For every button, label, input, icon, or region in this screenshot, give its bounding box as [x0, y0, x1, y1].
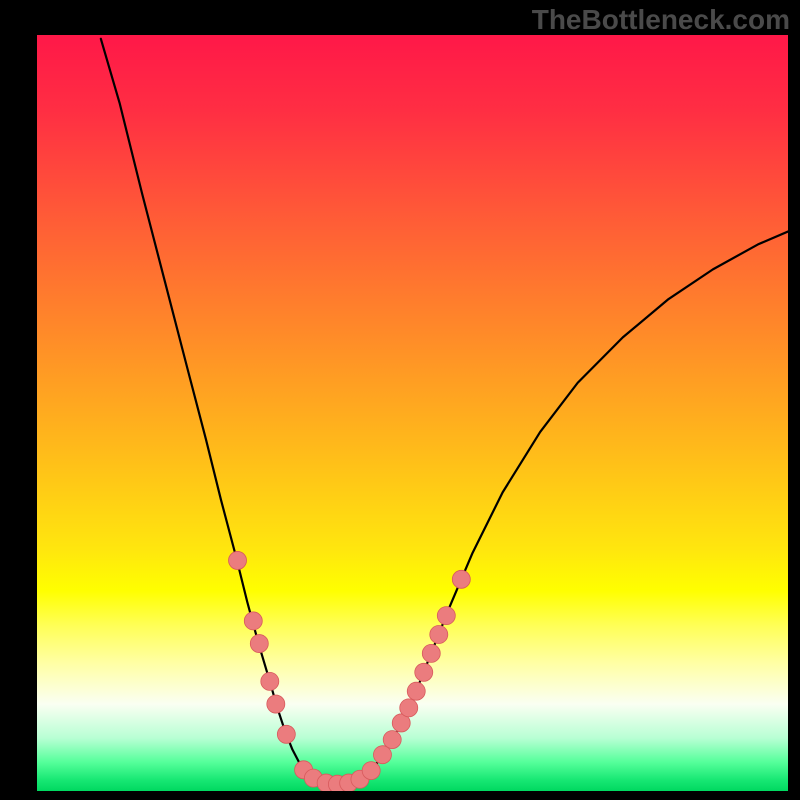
curve-marker — [407, 682, 425, 700]
gradient-background — [37, 35, 788, 791]
curve-marker — [373, 746, 391, 764]
curve-marker — [261, 672, 279, 690]
curve-marker — [415, 663, 433, 681]
curve-marker — [400, 699, 418, 717]
curve-marker — [452, 570, 470, 588]
curve-marker — [437, 607, 455, 625]
curve-marker — [277, 725, 295, 743]
curve-marker — [250, 635, 268, 653]
watermark-text: TheBottleneck.com — [532, 4, 790, 36]
curve-marker — [362, 762, 380, 780]
curve-marker — [244, 612, 262, 630]
plot-svg — [37, 35, 788, 791]
curve-marker — [229, 551, 247, 569]
curve-marker — [267, 695, 285, 713]
plot-area — [37, 35, 788, 791]
curve-marker — [430, 626, 448, 644]
curve-marker — [422, 644, 440, 662]
curve-marker — [383, 731, 401, 749]
chart-container: TheBottleneck.com — [0, 0, 800, 800]
